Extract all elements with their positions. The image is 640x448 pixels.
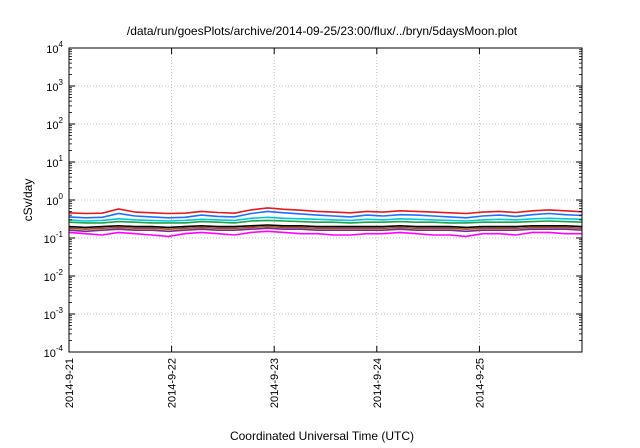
x-tick-label: 2014-9-21 xyxy=(64,358,76,408)
x-axis-ticks: 2014-9-21 2014-9-22 2014-9-23 2014-9-24 2014… xyxy=(64,48,486,408)
series-line-1 xyxy=(68,207,583,215)
y-axis-label: cSv/day xyxy=(21,179,35,222)
series-line-3 xyxy=(68,216,583,222)
series-line-4 xyxy=(68,219,583,224)
plot-frame xyxy=(68,47,583,353)
series-line-6 xyxy=(68,225,583,231)
y-tick-label: 100 xyxy=(46,192,63,208)
y-tick-label: 10-3 xyxy=(44,306,64,322)
x-tick-label: 2014-9-22 xyxy=(167,358,179,408)
y-tick-label: 10-4 xyxy=(44,344,64,360)
series-line-7 xyxy=(68,227,583,233)
y-tick-label: 101 xyxy=(46,154,63,170)
x-tick-label: 2014-9-23 xyxy=(269,358,281,408)
y-tick-label: 104 xyxy=(46,40,63,56)
y-tick-label: 10-1 xyxy=(44,230,64,246)
series-line-5 xyxy=(68,224,583,229)
series-line-8 xyxy=(68,230,582,238)
x-tick-label: 2014-9-25 xyxy=(474,358,486,408)
series-line-2 xyxy=(68,210,583,219)
chart-title: /data/run/goesPlots/archive/2014-09-25/2… xyxy=(127,24,518,38)
series-group xyxy=(68,207,583,238)
x-axis-label: Coordinated Universal Time (UTC) xyxy=(230,429,414,443)
x-tick-label: 2014-9-24 xyxy=(372,358,384,408)
y-tick-label: 103 xyxy=(46,78,63,94)
grid-lines xyxy=(69,48,582,352)
y-tick-label: 102 xyxy=(46,116,63,132)
y-tick-label: 10-2 xyxy=(44,268,64,284)
